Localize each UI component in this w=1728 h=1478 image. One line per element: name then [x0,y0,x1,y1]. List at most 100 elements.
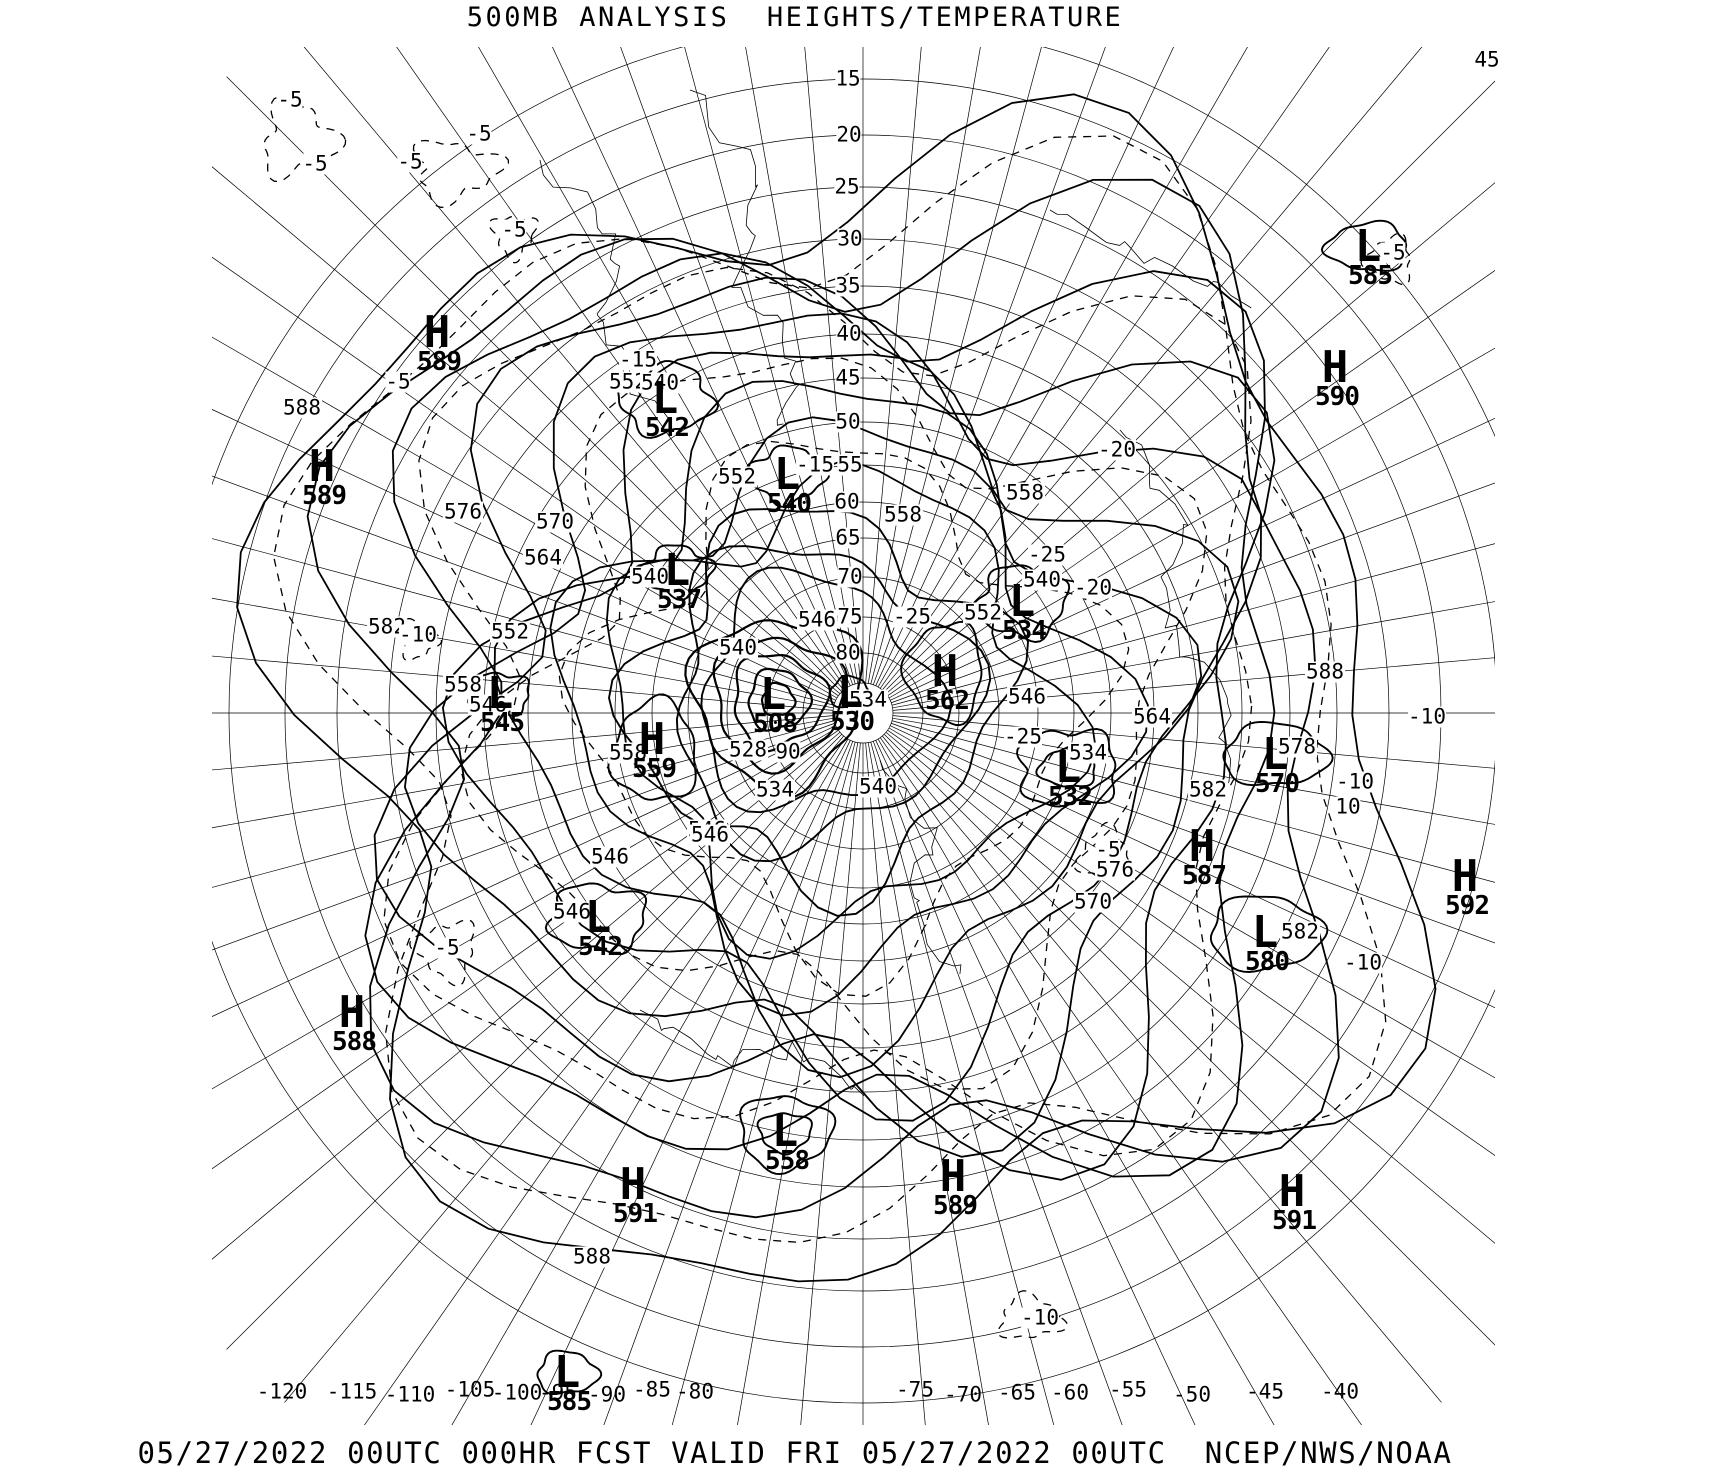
latitude-label: 15 [835,66,861,91]
temperature-label: -5 [397,149,423,174]
latitude-label: 20 [836,122,862,147]
corner-latitude-label: 45 [1474,47,1500,72]
pressure-center-value: 532 [1048,782,1093,812]
height-contour-label: 582 [367,614,407,639]
pressure-center-value: 570 [1255,769,1300,799]
height-contour-label: 546 [468,692,508,717]
pressure-center-letter: L [759,669,787,720]
pressure-center-letter: H [1321,342,1349,393]
pressure-center-letter: H [939,1151,967,1202]
height-contour-label: 546 [552,899,592,924]
chart-footer: 05/27/2022 00UTC 000HR FCST VALID FRI 05… [137,1436,1453,1470]
temperature-label: -25 [1004,724,1042,749]
pressure-center-letter: L [836,667,864,718]
latitude-label: 75 [837,604,863,629]
pressure-center-value: 542 [645,413,690,443]
pressure-center-letter: H [619,1159,647,1210]
temperature-label: -10 [1021,1305,1059,1330]
pressure-center-value: 585 [547,1387,592,1417]
temperature-label: -25 [1028,542,1066,567]
pressure-center-value: 534 [1002,616,1047,646]
latitude-label: 90 [775,739,801,764]
height-contour-label: 588 [1305,659,1345,684]
temperature-label: -5 [277,87,303,112]
chart-title: 500MB ANALYSIS HEIGHTS/TEMPERATURE [466,2,1124,33]
longitude-label: -60 [1051,1380,1089,1405]
pressure-center-value: 588 [332,1027,377,1057]
latitude-label: 40 [836,321,862,346]
height-contour-label: 582 [1280,919,1320,944]
longitude-label: -120 [256,1379,308,1404]
height-contour-label: 558 [883,502,923,527]
pressure-center-value: 545 [480,708,525,738]
latitude-label: 55 [837,452,863,477]
height-contour-label: 578 [1277,734,1317,759]
pressure-center-letter: L [773,449,801,500]
pressure-center-letter: H [1451,851,1479,902]
pressure-center-value: 540 [767,489,812,519]
longitude-label: -70 [944,1382,982,1407]
pressure-center-letter: L [553,1347,581,1398]
pressure-center-letter: H [308,441,336,492]
longitude-label: -95 [539,1380,577,1405]
longitude-label: -90 [588,1382,626,1407]
pressure-center-value: 558 [765,1146,810,1176]
pressure-center-letter: H [338,987,366,1038]
pressure-center-value: 580 [1245,947,1290,977]
height-contour-label: 540 [718,635,758,660]
pressure-center-letter: L [771,1106,799,1157]
pressure-center-letter: L [651,373,679,424]
height-contour-label: 582 [1188,777,1228,802]
height-contour-label: 540 [1022,567,1062,592]
height-contour-label: 528 [728,737,768,762]
pressure-center-letter: H [1278,1166,1306,1217]
pressure-center-value: 508 [753,709,798,739]
pressure-center-letter: H [423,307,451,358]
height-contour-label: 546 [797,607,837,632]
latitude-label: 65 [835,525,861,550]
pressure-center-value: 559 [632,754,677,784]
latitude-label: 60 [834,489,860,514]
longitude-label: -115 [326,1379,378,1404]
height-contour-label: 588 [572,1244,612,1269]
pressure-center-value: 537 [657,585,702,615]
height-contour-label: 534 [1068,740,1108,765]
pressure-center-value: 562 [925,686,970,716]
pressure-center-value: 591 [613,1199,658,1229]
temperature-label: -5 [302,151,328,176]
longitude-label: -55 [1109,1377,1147,1402]
pressure-center-letter: L [1008,576,1036,627]
pressure-center-value: 589 [933,1191,978,1221]
pressure-center-letter: L [1354,221,1382,272]
height-contour-label: 534 [755,777,795,802]
temperature-label: -5 [1095,837,1121,862]
longitude-label: -50 [1173,1382,1211,1407]
temperature-label: -10 [1344,950,1382,975]
pressure-center-value: 589 [302,481,347,511]
temperature-label: -25 [893,604,931,629]
pressure-center-value: 542 [578,932,623,962]
height-contour-label: 570 [535,509,575,534]
latitude-label: 50 [835,409,861,434]
latitude-label: 70 [837,564,863,589]
longitude-label: -45 [1246,1379,1284,1404]
pressure-center-letter: H [931,646,959,697]
temperature-label: -15 [796,452,834,477]
latitude-label: 35 [835,273,861,298]
height-contour-label: 546 [590,844,630,869]
temperature-label: -5 [434,935,460,960]
height-contour-label: 570 [1073,889,1113,914]
pressure-center-letter: L [486,668,514,719]
pressure-center-letter: L [663,545,691,596]
pressure-center-letter: L [1054,742,1082,793]
height-contour-label: 552 [490,619,530,644]
pressure-center-value: 592 [1445,891,1490,921]
height-contour-label: 576 [1095,857,1135,882]
pressure-center-value: 589 [417,347,462,377]
pressure-center-letter: H [638,714,666,765]
longitude-label: -105 [444,1377,496,1402]
pressure-center-value: 585 [1348,261,1393,291]
